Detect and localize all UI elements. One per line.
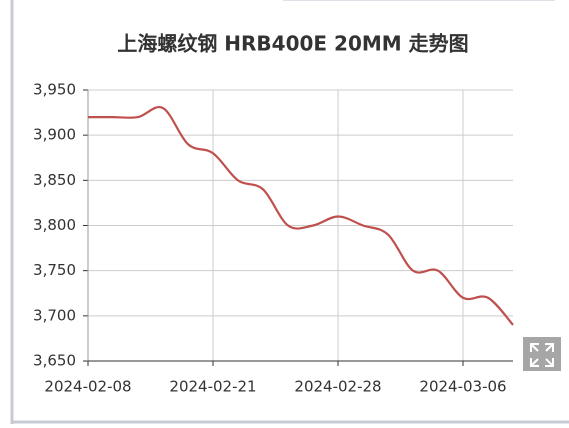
chart-title: 上海螺纹钢 HRB400E 20MM 走势图	[117, 32, 468, 56]
x-tick-label: 2024-02-08	[44, 378, 131, 396]
y-tick-label: 3,950	[33, 81, 76, 99]
expand-bg[interactable]	[523, 337, 561, 371]
y-tick-label: 3,750	[33, 261, 76, 279]
y-tick-label: 3,700	[33, 306, 76, 324]
y-tick-label: 3,900	[33, 126, 76, 144]
y-tick-label: 3,800	[33, 216, 76, 234]
frame-top	[283, 0, 555, 1]
y-tick-label: 3,650	[33, 352, 76, 370]
x-tick-label: 2024-02-28	[294, 378, 381, 396]
y-tick-label: 3,850	[33, 171, 76, 189]
expand-button[interactable]	[523, 337, 561, 371]
expand-icon[interactable]	[530, 343, 554, 367]
x-tick-label: 2024-02-21	[169, 378, 256, 396]
x-tick-label: 2024-03-06	[419, 378, 506, 396]
line	[88, 106, 514, 326]
